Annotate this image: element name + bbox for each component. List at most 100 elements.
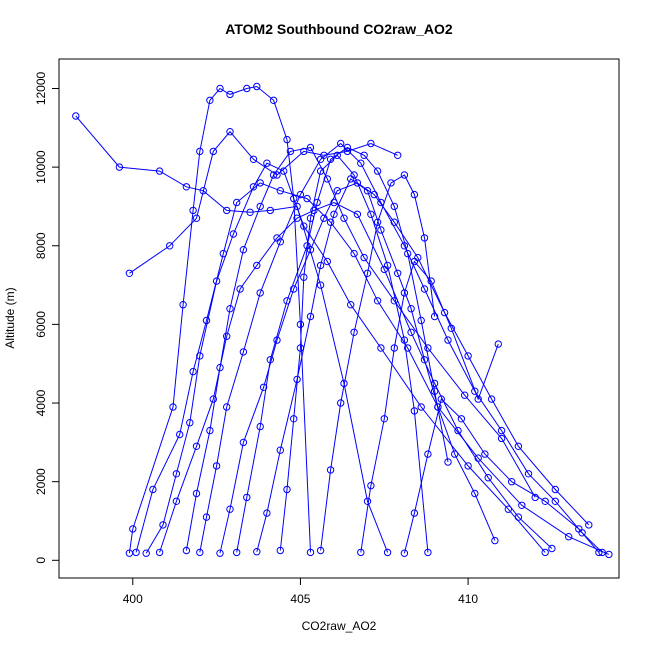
- series-line: [128, 85, 311, 554]
- data-point: [132, 548, 140, 557]
- data-point: [169, 403, 177, 411]
- data-point: [300, 147, 308, 156]
- data-point: [196, 548, 204, 557]
- data-point: [565, 533, 573, 541]
- y-tick-label: 6000: [34, 311, 48, 338]
- data-point: [212, 277, 221, 285]
- data-point: [192, 214, 201, 222]
- data-point: [333, 151, 341, 160]
- data-point: [377, 226, 385, 234]
- data-point: [290, 194, 298, 203]
- data-point: [206, 96, 214, 105]
- data-point: [209, 147, 218, 156]
- y-tick-label: 10000: [34, 150, 48, 184]
- data-point: [585, 521, 593, 529]
- data-point: [276, 238, 284, 246]
- data-point: [360, 253, 368, 262]
- data-point: [487, 395, 496, 403]
- y-axis-label: Altitude (m): [3, 287, 17, 348]
- series-5: [142, 159, 549, 557]
- data-point: [427, 277, 435, 285]
- x-axis: 400 405 410: [123, 577, 478, 606]
- data-point: [243, 84, 251, 93]
- data-point: [380, 415, 388, 423]
- data-point: [337, 139, 345, 148]
- data-point: [407, 328, 415, 336]
- data-point: [300, 273, 308, 281]
- data-point: [330, 210, 338, 219]
- data-point: [518, 501, 526, 509]
- series-line: [256, 178, 496, 552]
- data-point: [256, 422, 264, 431]
- series-4: [132, 179, 613, 559]
- data-point: [249, 183, 258, 191]
- data-point: [196, 352, 204, 360]
- data-point: [363, 269, 372, 277]
- data-point: [202, 513, 211, 521]
- data-point: [259, 383, 268, 391]
- data-point: [337, 399, 345, 407]
- series-14: [357, 257, 502, 557]
- data-point: [454, 426, 462, 435]
- data-point: [598, 548, 606, 557]
- data-point: [253, 261, 261, 270]
- data-point: [430, 312, 439, 321]
- data-point: [541, 548, 549, 557]
- data-point: [514, 513, 523, 521]
- data-point: [182, 183, 191, 191]
- data-point: [280, 167, 288, 175]
- data-point: [196, 147, 204, 156]
- series-line: [360, 260, 499, 553]
- series-line: [129, 130, 398, 274]
- data-point: [263, 159, 271, 167]
- data-point: [420, 356, 429, 364]
- data-point: [605, 550, 613, 559]
- data-point: [293, 214, 301, 222]
- data-point: [491, 536, 499, 545]
- data-point: [471, 489, 479, 498]
- data-point: [363, 497, 372, 505]
- data-point: [360, 151, 368, 160]
- data-point: [236, 285, 244, 293]
- data-point: [417, 316, 425, 325]
- data-point: [290, 285, 298, 293]
- data-point: [303, 194, 311, 203]
- data-point: [186, 419, 194, 427]
- data-point: [326, 466, 335, 474]
- data-point: [206, 426, 214, 435]
- data-point: [420, 234, 429, 242]
- data-point: [504, 505, 512, 513]
- series-6: [155, 198, 556, 557]
- data-point: [461, 391, 469, 399]
- data-point: [276, 446, 284, 454]
- data-point: [357, 159, 365, 167]
- data-point: [367, 139, 375, 148]
- data-point: [474, 395, 482, 403]
- data-point: [276, 187, 284, 195]
- series-line: [320, 174, 436, 551]
- data-point: [306, 548, 315, 557]
- data-point: [316, 546, 325, 555]
- data-point: [155, 548, 164, 557]
- data-point: [551, 497, 559, 505]
- data-point: [353, 210, 362, 219]
- data-point: [367, 481, 375, 490]
- data-point: [72, 112, 80, 120]
- data-point: [424, 548, 432, 557]
- series-13: [316, 171, 439, 555]
- data-point: [283, 297, 291, 305]
- data-point: [296, 190, 305, 199]
- data-point: [223, 206, 231, 215]
- data-point: [400, 171, 409, 179]
- series-12: [276, 151, 432, 557]
- data-point: [400, 336, 409, 344]
- data-point: [226, 305, 234, 313]
- series-layer: [72, 82, 613, 559]
- data-point: [471, 387, 479, 395]
- data-point: [484, 474, 492, 482]
- data-point: [464, 352, 472, 360]
- data-point: [390, 297, 398, 305]
- data-point: [343, 143, 352, 152]
